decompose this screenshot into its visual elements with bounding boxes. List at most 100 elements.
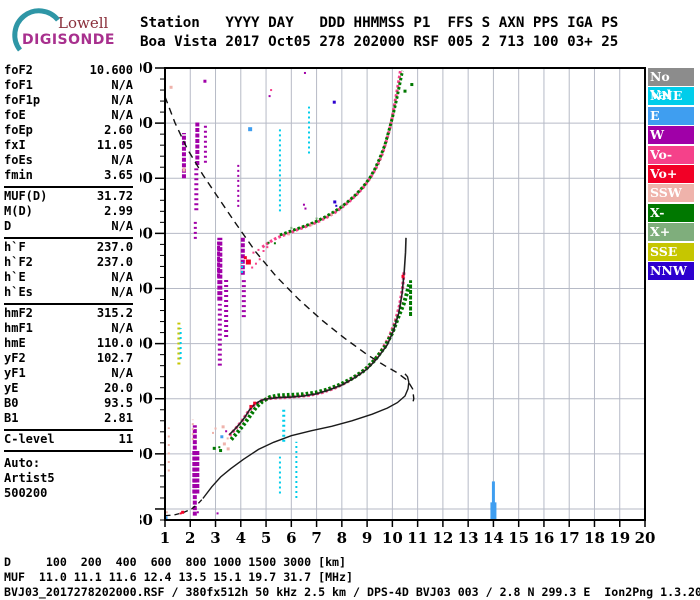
legend-item-nne: NNE [648, 87, 694, 106]
F-trace-X-mode [229, 282, 412, 441]
echo-dot-ssw [221, 425, 225, 429]
param-value: N/A [111, 108, 133, 122]
x-tick-label: 10 [382, 529, 403, 547]
param-group: h`F 237.0 h`F2 237.0 h`E N/A h`Es N/A [4, 239, 133, 305]
param-value: 3.65 [104, 168, 133, 182]
scaled-parameters-panel: foF2 10.600 foF1 N/A foF1p N/A foE N/A foEp 2.60 f… [4, 62, 133, 501]
param-label: yF1 [4, 366, 26, 380]
echo-dot-x+ [290, 226, 293, 229]
file-status-line: BVJ03_2017278202000.RSF / 380fx512h 50 k… [4, 585, 700, 599]
param-value: N/A [111, 78, 133, 92]
x-tick-label: 17 [559, 529, 580, 547]
param-value: 93.5 [104, 396, 133, 410]
x-tick-label: 9 [362, 529, 372, 547]
param-value: 2.99 [104, 204, 133, 218]
plot-border [164, 67, 646, 521]
echo-dot-vo- [266, 246, 269, 249]
profile-extrapolated [165, 498, 204, 517]
echo-dot-ssw [287, 233, 290, 236]
param-value: 2.60 [104, 123, 133, 137]
param-row: foEp 2.60 [4, 123, 133, 138]
echo-dot-vo- [262, 250, 265, 253]
echo-dot-ssw [330, 213, 333, 216]
y-tick-label: 400 [140, 335, 153, 353]
echo-dot-x- [273, 242, 276, 245]
echo-dot-ssw [169, 85, 173, 89]
param-value: 102.7 [96, 351, 133, 365]
echo-dot-w [225, 430, 228, 433]
echo-dot-ssw [212, 431, 214, 434]
param-row: yF1 N/A [4, 366, 133, 381]
param-row: hmF1 N/A [4, 321, 133, 336]
echo-dot-nnw [335, 204, 338, 207]
param-value: N/A [111, 270, 133, 284]
echo-dot-ssw [226, 447, 230, 451]
legend-item-e: E [648, 106, 694, 125]
echo-dot-e [164, 516, 168, 520]
x-tick-label: 4 [236, 529, 246, 547]
x-tick-label: 13 [458, 529, 479, 547]
y-tick-label: 800 [140, 114, 153, 132]
echo-dot-x- [410, 83, 414, 87]
x-tick-label: 12 [432, 529, 453, 547]
param-label: foF1 [4, 78, 33, 92]
echo-dot-e [248, 127, 253, 132]
param-row: foF1p N/A [4, 93, 133, 108]
echo-dot-w [203, 79, 207, 83]
param-row: B1 2.81 [4, 411, 133, 426]
param-row: foEs N/A [4, 153, 133, 168]
legend-item-vo-: Vo- [648, 145, 694, 164]
param-row: h`F 237.0 [4, 240, 133, 255]
param-row: hmF2 315.2 [4, 306, 133, 321]
echo-dot-ssw [310, 224, 313, 227]
x-tick-label: 5 [261, 529, 271, 547]
param-row: fxI 11.05 [4, 138, 133, 153]
param-row: MUF(D) 31.72 [4, 189, 133, 204]
echo-dot-ssw [226, 437, 229, 440]
param-label: hmE [4, 336, 26, 350]
muf-row: MUF 11.0 11.1 11.6 12.4 13.5 15.1 19.7 3… [4, 570, 354, 584]
distance-row: D 100 200 400 600 800 1000 1500 3000 [km… [4, 555, 347, 569]
x-tick-label: 1 [160, 529, 170, 547]
echo-dot-vo+ [179, 512, 182, 515]
param-label: foF2 [4, 63, 33, 77]
param-value: 31.72 [96, 189, 133, 203]
param-value: 10.600 [89, 63, 133, 77]
second-hop-X-mode [279, 70, 404, 237]
param-row: D N/A [4, 219, 133, 234]
y-tick-label: 80 [140, 511, 153, 529]
param-row: fmin 3.65 [4, 168, 133, 183]
param-label: fxI [4, 138, 26, 152]
echo-dot-vo+ [181, 510, 185, 514]
param-row: hmE 110.0 [4, 336, 133, 351]
echo-dot-vo+ [253, 401, 257, 405]
param-label: C-level [4, 432, 55, 446]
y-tick-label: 900 [140, 59, 153, 77]
echo-dot-vo+ [401, 274, 405, 278]
x-tick-label: 18 [584, 529, 605, 547]
echo-dot-vo- [257, 248, 260, 251]
param-value: N/A [111, 321, 133, 335]
param-value: N/A [111, 285, 133, 299]
echo-dot-nnw [333, 200, 337, 204]
header-fields-row: Station YYYY DAY DDD HHMMSS P1 FFS S AXN… [140, 15, 619, 31]
echo-dot-x- [212, 446, 216, 450]
param-label: B1 [4, 411, 19, 425]
autoscaling-line: Auto: [4, 456, 41, 470]
echo-dot-nnw [332, 100, 336, 104]
param-row: M(D) 2.99 [4, 204, 133, 219]
y-tick-label: 200 [140, 445, 153, 463]
legend-item-sse: SSE [648, 242, 694, 261]
x-tick-label: 7 [311, 529, 321, 547]
param-row: B0 93.5 [4, 396, 133, 411]
x-tick-label: 3 [210, 529, 220, 547]
legend-item-x-: X- [648, 203, 694, 222]
echo-dot-w [268, 95, 271, 98]
echo-dot-vo- [251, 266, 254, 269]
second-hop-O-mode [261, 68, 403, 249]
echo-dot-x- [219, 449, 223, 453]
param-label: h`E [4, 270, 26, 284]
echo-dot-w [196, 511, 199, 514]
echo-dot-vo- [252, 251, 255, 254]
